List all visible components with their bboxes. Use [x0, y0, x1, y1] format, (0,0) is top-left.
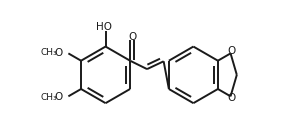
Text: O: O	[228, 93, 236, 103]
Text: O: O	[228, 46, 236, 56]
Text: HO: HO	[97, 22, 112, 32]
Text: O: O	[54, 92, 63, 102]
Text: O: O	[54, 48, 63, 58]
Text: CH₃: CH₃	[40, 93, 57, 102]
Text: CH₃: CH₃	[40, 48, 57, 57]
Text: O: O	[128, 32, 137, 42]
